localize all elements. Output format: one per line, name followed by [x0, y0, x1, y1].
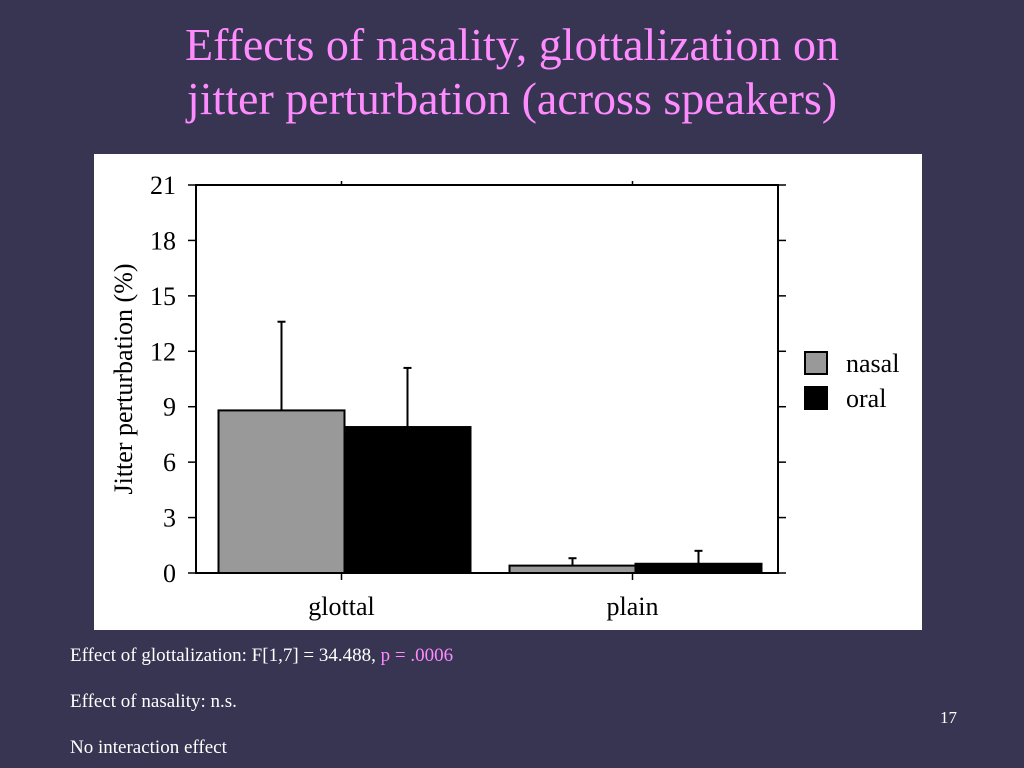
y-tick-label: 0 — [163, 559, 176, 588]
legend-swatch-oral — [804, 386, 828, 410]
y-tick-label: 6 — [163, 448, 176, 477]
plot-frame — [195, 184, 779, 574]
bar-nasal-plain — [508, 564, 637, 575]
chart-panel: 0 3 6 9 12 15 18 21 Jitter perturbation (%) glott… — [94, 154, 922, 630]
interaction-effect-note: No interaction effect — [70, 737, 227, 758]
bar-oral-plain — [634, 562, 763, 574]
nasality-effect-note: Effect of nasality: n.s. — [70, 691, 237, 712]
y-tick-label: 18 — [150, 226, 176, 255]
legend-label-oral: oral — [846, 384, 886, 413]
y-tick-label: 9 — [163, 393, 176, 422]
slide-number: 17 — [940, 708, 957, 727]
legend-swatch-nasal — [804, 351, 828, 375]
x-tick-label: glottal — [308, 592, 374, 621]
x-tick-label: plain — [607, 592, 659, 621]
slide-title: Effects of nasality, glottalization on j… — [0, 18, 1024, 126]
y-axis-label: Jitter perturbation (%) — [109, 263, 138, 494]
legend-label-nasal: nasal — [846, 349, 899, 378]
y-tick-label: 3 — [163, 504, 176, 533]
title-line-2: jitter perturbation (across speakers) — [186, 73, 838, 124]
bar-oral-glottal — [343, 426, 472, 574]
y-tick-label: 15 — [150, 282, 176, 311]
glottalization-effect-note: Effect of glottalization: F[1,7] = 34.48… — [70, 645, 453, 667]
bar-nasal-glottal — [217, 409, 346, 574]
title-line-1: Effects of nasality, glottalization on — [184, 19, 840, 70]
y-tick-label: 21 — [150, 171, 176, 200]
bar-chart: 0 3 6 9 12 15 18 21 Jitter perturbation (%) glott… — [109, 171, 899, 621]
y-tick-label: 12 — [150, 337, 176, 366]
glottalization-p-value: p = .0006 — [380, 645, 454, 666]
glottalization-effect-text: Effect of glottalization: F[1,7] = 34.48… — [70, 645, 381, 666]
